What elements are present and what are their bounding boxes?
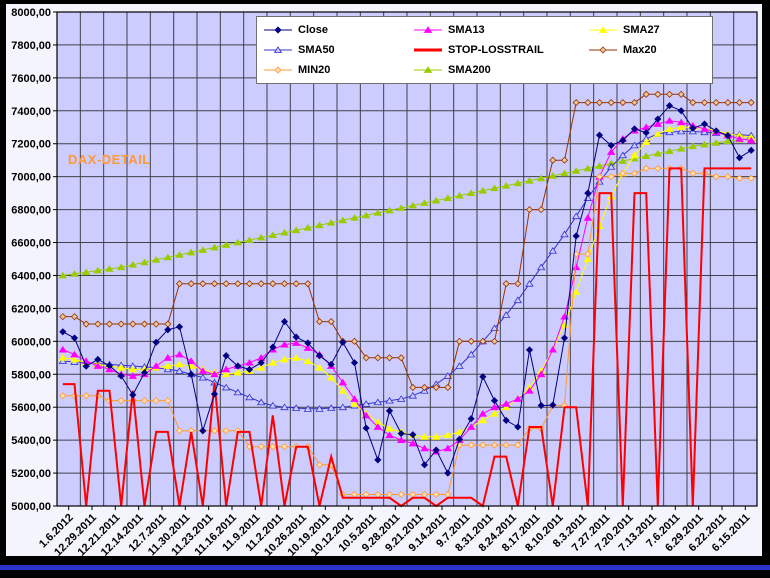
legend-marker-sma13-icon bbox=[414, 26, 442, 33]
legend-label: STOP-LOSSTRAIL bbox=[448, 44, 544, 56]
chart-svg: 5000,00 5200,00 5400,00 5600,00 5800,00 6000,… bbox=[11, 7, 758, 559]
series-stop-losstrail bbox=[62, 167, 752, 508]
legend-item-close: Close bbox=[263, 24, 413, 36]
y-tick-label: 5000,00 bbox=[11, 501, 51, 513]
y-tick-label: 5200,00 bbox=[11, 468, 51, 480]
legend-label: SMA13 bbox=[448, 24, 485, 36]
legend-label: SMA50 bbox=[298, 44, 335, 56]
x-axis-labels: 1.6.201212.29.201112.21.201112.14.201112… bbox=[37, 506, 752, 559]
y-tick-label: 7600,00 bbox=[11, 73, 51, 85]
legend-marker-sma50-icon bbox=[264, 46, 292, 53]
legend-label: Close bbox=[298, 24, 328, 36]
legend-item-stop-losstrail: STOP-LOSSTRAIL bbox=[413, 44, 588, 56]
y-tick-label: 7800,00 bbox=[11, 40, 51, 52]
legend-marker-sma27-icon bbox=[589, 26, 617, 33]
legend-marker-stop-losstrail-icon bbox=[414, 48, 442, 52]
y-tick-label: 7400,00 bbox=[11, 106, 51, 118]
y-tick-label: 6600,00 bbox=[11, 238, 51, 250]
legend-item-max20: Max20 bbox=[588, 44, 706, 56]
legend-label: SMA27 bbox=[623, 24, 660, 36]
legend-label: MIN20 bbox=[298, 64, 331, 76]
y-tick-label: 5400,00 bbox=[11, 435, 51, 447]
y-tick-label: 6000,00 bbox=[11, 336, 51, 348]
y-tick-label: 6800,00 bbox=[11, 205, 51, 217]
y-tick-label: 7000,00 bbox=[11, 172, 51, 184]
bottom-blue-bar bbox=[0, 565, 770, 570]
y-tick-label: 5800,00 bbox=[11, 369, 51, 381]
legend-marker-close-icon bbox=[264, 26, 292, 34]
series-sma200 bbox=[58, 135, 756, 279]
y-tick-label: 7200,00 bbox=[11, 139, 51, 151]
y-axis-labels: 5000,00 5200,00 5400,00 5600,00 5800,00 6000,… bbox=[11, 7, 57, 513]
chart-title: DAX-DETAIL bbox=[68, 152, 151, 167]
legend: Close SMA13 SMA27 SMA50 STOP-LOSSTRAIL Max20 M… bbox=[256, 16, 713, 84]
legend-item-sma200: SMA200 bbox=[413, 64, 588, 76]
series-close bbox=[59, 102, 755, 477]
legend-item-min20: MIN20 bbox=[263, 64, 413, 76]
legend-marker-max20-icon bbox=[589, 46, 617, 54]
legend-item-sma27: SMA27 bbox=[588, 24, 706, 36]
y-tick-label: 8000,00 bbox=[11, 7, 51, 19]
legend-marker-sma200-icon bbox=[414, 66, 442, 73]
series-max20 bbox=[59, 90, 755, 392]
plot-border bbox=[56, 11, 758, 507]
y-tick-label: 6400,00 bbox=[11, 270, 51, 282]
legend-item-sma13: SMA13 bbox=[413, 24, 588, 36]
chart-window: DAX-DETAIL Close SMA13 SMA27 SMA50 STOP-LOSS… bbox=[6, 4, 762, 559]
y-tick-label: 6200,00 bbox=[11, 303, 51, 315]
legend-item-sma50: SMA50 bbox=[263, 44, 413, 56]
legend-label: SMA200 bbox=[448, 64, 491, 76]
legend-marker-min20-icon bbox=[264, 66, 292, 74]
y-tick-label: 5600,00 bbox=[11, 402, 51, 414]
legend-label: Max20 bbox=[623, 44, 657, 56]
